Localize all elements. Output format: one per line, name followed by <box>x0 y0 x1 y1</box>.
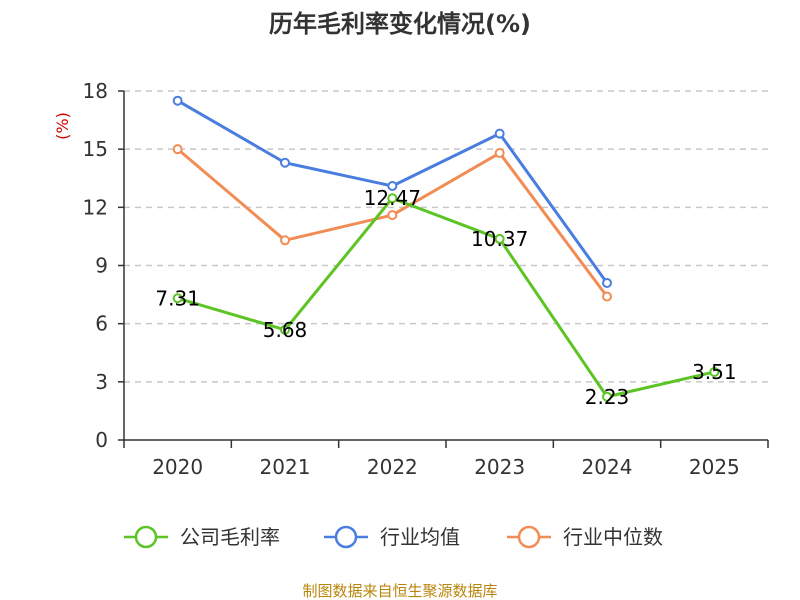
data-point <box>280 157 290 168</box>
data-label: 3.51 <box>692 360 737 384</box>
chart-title: 历年毛利率变化情况(%) <box>269 10 531 38</box>
y-tick-label: 18 <box>83 79 108 103</box>
legend: 公司毛利率 行业均值 行业中位数 <box>124 525 663 549</box>
data-point <box>494 233 505 244</box>
legend-item: 行业均值 <box>324 525 460 549</box>
legend-swatch-marker <box>517 525 541 549</box>
grid-lines <box>124 90 768 383</box>
data-point <box>172 293 183 304</box>
data-label: 10.37 <box>471 227 528 251</box>
y-tick-label: 9 <box>95 254 108 278</box>
data-point <box>602 391 612 402</box>
x-tick-label: 2025 <box>689 455 740 479</box>
legend-swatch-marker <box>334 525 358 549</box>
data-point <box>387 193 398 204</box>
legend-swatch-marker <box>134 525 158 549</box>
data-point <box>280 235 290 246</box>
source-note: 制图数据来自恒生聚源数据库 <box>302 582 497 600</box>
y-tick-label: 3 <box>95 370 108 394</box>
y-axis-unit: (%) <box>53 112 72 140</box>
series-line-2 <box>176 148 609 298</box>
data-point <box>387 210 398 221</box>
legend-item: 行业中位数 <box>507 525 663 549</box>
legend-label: 行业均值 <box>380 525 460 549</box>
legend-label: 公司毛利率 <box>180 525 280 549</box>
axes: 0 3 6 9 12 15 18 2020 2021 2022 2023 2024 2025 <box>83 79 769 479</box>
y-tick-label: 0 <box>95 428 108 452</box>
x-tick-label: 2022 <box>367 455 418 479</box>
data-point <box>494 148 505 159</box>
data-point <box>280 324 290 335</box>
data-point <box>172 95 183 106</box>
y-tick-label: 15 <box>83 137 108 161</box>
legend-item: 公司毛利率 <box>124 525 280 549</box>
x-tick-label: 2024 <box>582 455 633 479</box>
x-tick-label: 2020 <box>152 455 203 479</box>
data-label: 5.68 <box>263 318 308 342</box>
y-tick-label: 6 <box>95 312 108 336</box>
data-point <box>494 128 505 139</box>
x-tick-label: 2023 <box>474 455 525 479</box>
data-label: 12.47 <box>364 186 421 210</box>
legend-label: 行业中位数 <box>563 525 663 549</box>
data-point <box>709 366 720 377</box>
data-point <box>602 291 612 302</box>
data-point <box>602 277 612 288</box>
series-group <box>172 95 720 402</box>
x-tick-label: 2021 <box>260 455 311 479</box>
series-line-0 <box>177 196 715 399</box>
data-labels: 7.31 5.68 12.47 10.37 2.23 3.51 <box>155 186 736 409</box>
data-point <box>172 144 183 155</box>
data-point <box>387 181 398 192</box>
y-tick-label: 12 <box>83 195 108 219</box>
data-label: 7.31 <box>155 286 200 310</box>
data-label: 2.23 <box>585 385 630 409</box>
